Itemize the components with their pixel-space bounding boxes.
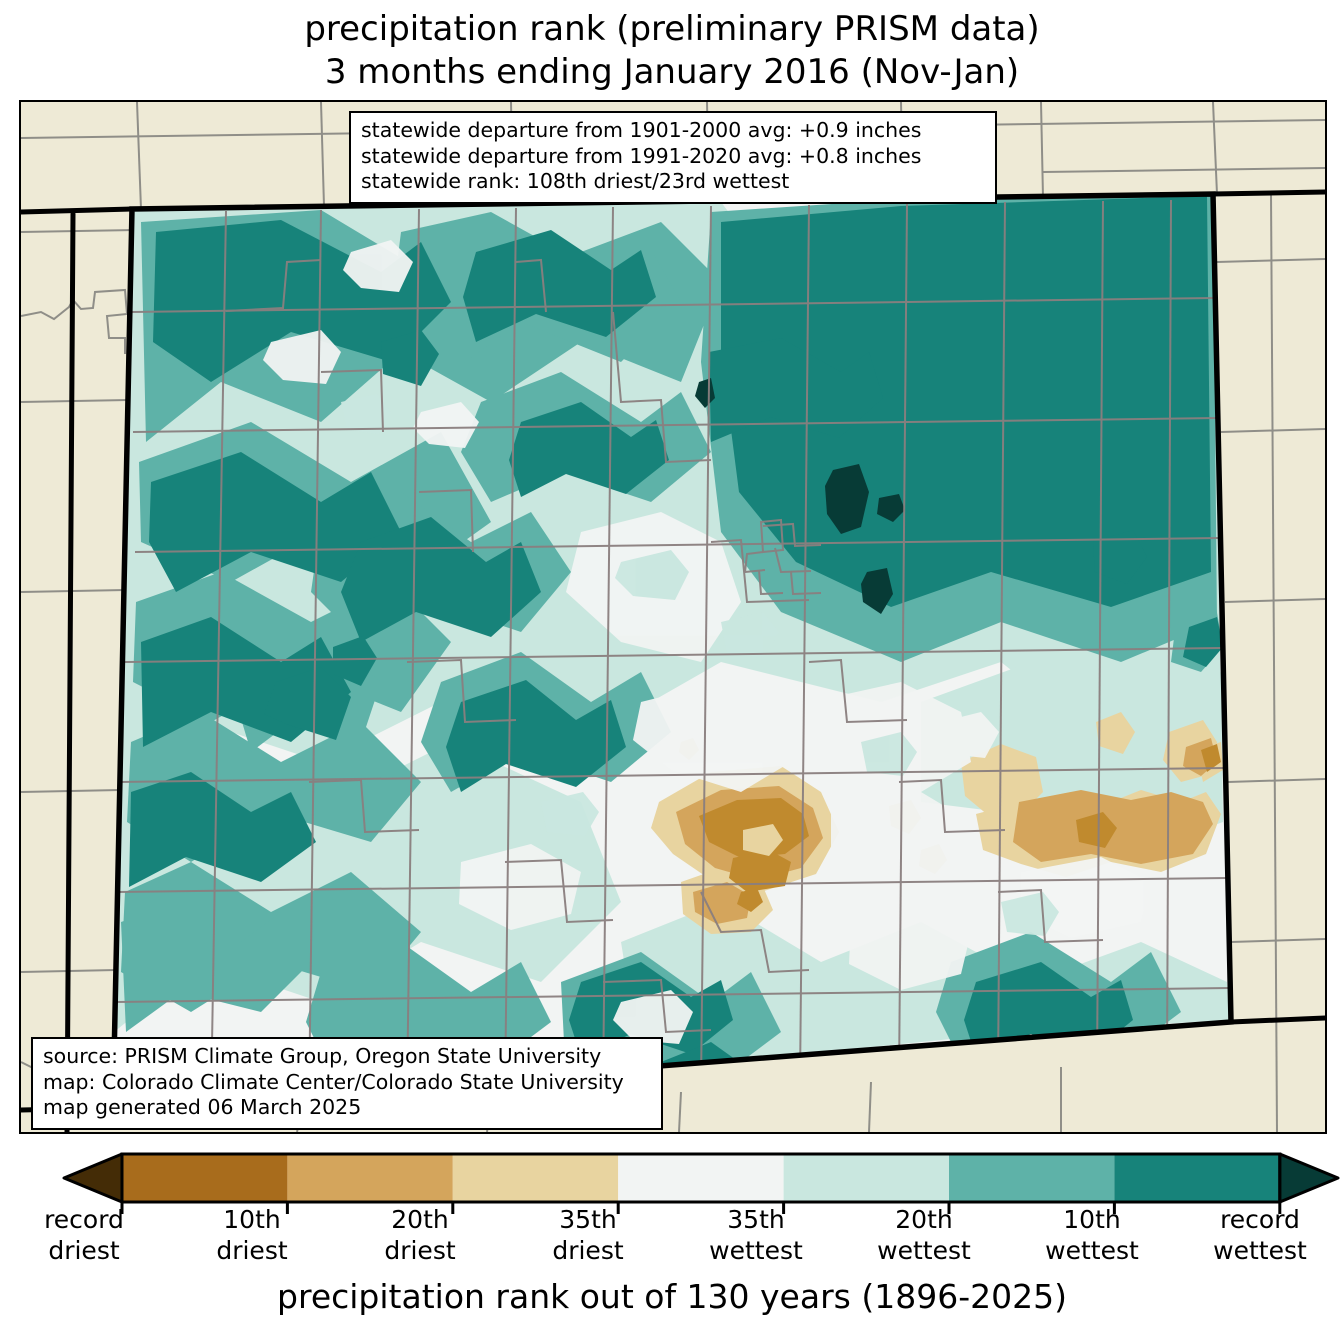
source-line: source: PRISM Climate Group, Oregon Stat… [43,1044,602,1068]
map-generated-line: map generated 06 March 2025 [43,1095,362,1119]
colorbar-band-2 [287,1154,453,1202]
colorado-precipitation-rank-map [21,102,1325,1132]
colorado-county-lines [115,199,1230,1105]
colorbar-label-20th-driest: 20th driest [336,1204,504,1268]
source-attribution-box: source: PRISM Climate Group, Oregon Stat… [31,1037,663,1130]
colorbar-label-top: 10th [1063,1205,1121,1234]
colorbar-label-bottom: wettest [877,1236,971,1265]
colorbar-label-20th-wettest: 20th wettest [840,1204,1008,1268]
colorbar-ticks [120,1202,1282,1214]
colorbar-label-bottom: wettest [1213,1236,1307,1265]
colorbar-label-top: record [1220,1205,1300,1234]
title-line-2: 3 months ending January 2016 (Nov-Jan) [324,52,1020,92]
colorbar-label-top: 20th [391,1205,449,1234]
colorbar-labels: record driest 10th driest 20th driest 35… [0,1204,1344,1268]
colorbar-outline [120,1152,1282,1204]
colorbar-band-4 [618,1154,784,1202]
stats-departure-1991-2020: statewide departure from 1991-2020 avg: … [361,143,922,168]
map-author-line: map: Colorado Climate Center/Colorado St… [43,1069,624,1094]
colorbar-label-bottom: driest [552,1236,624,1265]
colorbar-label-top: 20th [895,1205,953,1234]
colorbar-label-top: record [44,1205,124,1234]
colorbar-band-3 [452,1154,619,1202]
colorbar-label-top: 10th [223,1205,281,1234]
colorbar-label-top: 35th [559,1205,617,1234]
colorbar-label-top: 35th [727,1205,785,1234]
colorbar-label-bottom: wettest [1045,1236,1139,1265]
colorbar-svg [62,1152,1340,1214]
page-title: precipitation rank (preliminary PRISM da… [0,8,1344,94]
colorbar [0,1142,1344,1214]
colorbar-band-5 [783,1154,949,1202]
statewide-stats-box: statewide departure from 1901-2000 avg: … [349,111,997,204]
colorbar-bands [62,1152,1340,1204]
colorbar-label-35th-wettest: 35th wettest [672,1204,840,1268]
colorbar-caption: precipitation rank out of 130 years (189… [277,1277,1067,1316]
colorbar-band-1 [122,1154,288,1202]
colorbar-band-7 [1114,1154,1280,1202]
colorbar-label-35th-driest: 35th driest [504,1204,672,1268]
colorbar-band-6 [949,1154,1115,1202]
record-wettest-patches [695,378,905,614]
colorbar-label-bottom: driest [384,1236,456,1265]
colorbar-label-bottom: driest [216,1236,288,1265]
colorbar-label-record-driest: record driest [0,1204,168,1268]
stats-statewide-rank: statewide rank: 108th driest/23rd wettes… [361,169,790,193]
colorbar-label-10th-wettest: 10th wettest [1008,1204,1176,1268]
colorbar-label-record-wettest: record wettest [1176,1204,1344,1268]
colorbar-cap-record-wettest [1278,1152,1340,1204]
title-line-1: precipitation rank (preliminary PRISM da… [304,9,1040,49]
map-canvas [19,100,1327,1134]
colorbar-cap-record-driest [62,1152,124,1204]
colorbar-label-10th-driest: 10th driest [168,1204,336,1268]
stats-departure-1901-2000: statewide departure from 1901-2000 avg: … [361,118,922,142]
colorbar-label-bottom: driest [48,1236,120,1265]
colorbar-label-bottom: wettest [709,1236,803,1265]
